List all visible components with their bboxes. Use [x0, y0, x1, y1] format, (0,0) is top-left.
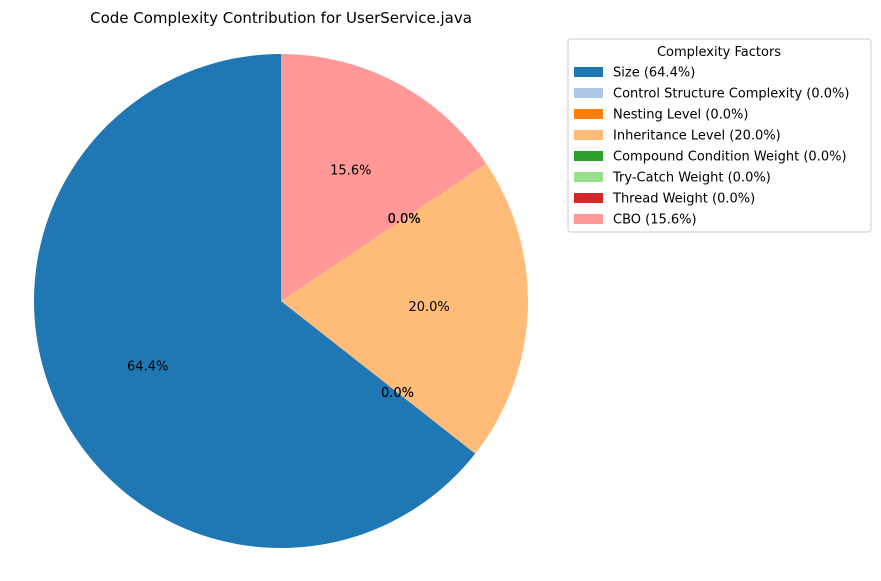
legend-label-cbo: CBO (15.6%) [613, 213, 697, 228]
percent-label-control-structure-complexity: 0.0% [381, 386, 414, 401]
legend-swatch-nesting-level [574, 109, 603, 119]
legend-title: Complexity Factors [657, 45, 781, 60]
legend-label-inheritance-level: Inheritance Level (20.0%) [613, 129, 781, 144]
percent-label-compound-condition-weight: 0.0% [388, 212, 421, 227]
pie-percent-labels: 64.4%0.0%0.0%20.0%0.0%0.0%0.0%15.6% [127, 164, 450, 401]
legend-swatch-size [574, 67, 603, 77]
legend-swatch-compound-condition-weight [574, 151, 603, 161]
legend: Complexity Factors Size (64.4%) Control S… [567, 38, 872, 233]
legend-items: Size (64.4%) Control Structure Complexity… [574, 66, 849, 228]
pie-slice-cbo [281, 54, 487, 301]
legend-swatch-thread-weight [574, 193, 603, 203]
legend-label-control-structure-complexity: Control Structure Complexity (0.0%) [613, 87, 849, 102]
percent-label-inheritance-level: 20.0% [408, 300, 449, 315]
percent-label-try-catch-weight: 0.0% [388, 212, 421, 227]
pie-slice-inheritance-level [281, 163, 529, 454]
legend-label-try-catch-weight: Try-Catch Weight (0.0%) [612, 171, 771, 186]
percent-label-size: 64.4% [127, 359, 168, 374]
percent-label-thread-weight: 0.0% [388, 212, 421, 227]
legend-frame [567, 38, 872, 233]
legend-swatch-inheritance-level [574, 130, 603, 140]
legend-label-compound-condition-weight: Compound Condition Weight (0.0%) [613, 150, 847, 165]
percent-label-cbo: 15.6% [330, 164, 371, 179]
pie-slice-size [33, 54, 476, 548]
legend-label-thread-weight: Thread Weight (0.0%) [612, 192, 755, 207]
legend-label-nesting-level: Nesting Level (0.0%) [613, 108, 748, 123]
chart-title: Code Complexity Contribution for UserSer… [90, 9, 472, 27]
legend-swatch-control-structure-complexity [574, 88, 603, 98]
legend-label-size: Size (64.4%) [613, 66, 695, 81]
legend-swatch-try-catch-weight [574, 172, 603, 182]
legend-swatch-cbo [574, 214, 603, 224]
percent-label-nesting-level: 0.0% [381, 386, 414, 401]
pie-slices [33, 54, 529, 548]
